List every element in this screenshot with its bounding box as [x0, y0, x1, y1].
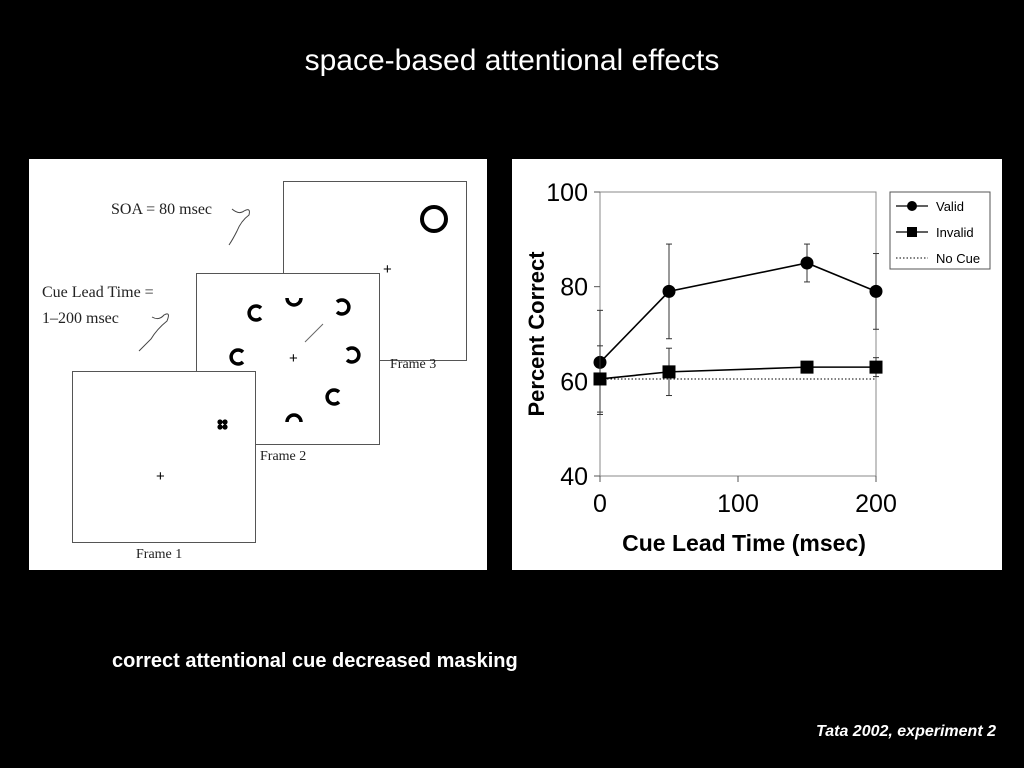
fixation-cross: + — [289, 350, 298, 367]
cue-lead-label-line1: Cue Lead Time = — [42, 284, 154, 301]
slide-title: space-based attentional effects — [304, 44, 720, 77]
data-point-invalid — [662, 365, 676, 379]
frame-1-label: Frame 1 — [136, 547, 183, 562]
trial-sequence-diagram: + + + SOA = 80 msec Cue Lead — [29, 159, 487, 570]
data-point-valid — [869, 284, 883, 298]
chart-panel: Percent Correct Cue Lead Time (msec) 40 6… — [512, 159, 1002, 570]
citation: Tata 2002, experiment 2 — [816, 723, 996, 740]
frame-2-label: Frame 2 — [260, 449, 307, 464]
series-line-invalid — [599, 366, 876, 380]
y-tick-label: 100 — [546, 179, 588, 207]
data-point-valid — [800, 256, 814, 270]
x-axis-title: Cue Lead Time (msec) — [622, 530, 866, 556]
data-point-valid — [662, 284, 676, 298]
legend-marker-invalid — [907, 227, 917, 237]
frame-1: + — [72, 371, 256, 543]
frame-3-label: Frame 3 — [390, 357, 437, 372]
series-line-valid — [599, 262, 877, 363]
line-chart: Percent Correct Cue Lead Time (msec) 40 6… — [524, 179, 991, 556]
legend: Valid Invalid No Cue — [889, 191, 991, 270]
data-point-invalid — [800, 360, 814, 374]
slide-caption: correct attentional cue decreased maskin… — [112, 650, 518, 672]
legend-label-valid: Valid — [936, 199, 964, 214]
y-tick-label: 40 — [560, 463, 588, 491]
legend-label-invalid: Invalid — [936, 225, 974, 240]
x-tick-label: 0 — [593, 490, 607, 518]
data-point-invalid — [869, 360, 883, 374]
cue-dots-icon — [217, 419, 228, 430]
brace-connectors — [138, 208, 250, 352]
legend-marker-valid — [907, 201, 917, 211]
plot-area — [599, 191, 877, 477]
cue-lead-label-line2: 1–200 msec — [42, 310, 119, 327]
fixation-cross: + — [383, 261, 392, 278]
y-axis-title: Percent Correct — [524, 251, 549, 417]
landolt-c-array — [229, 297, 361, 423]
y-tick-label: 60 — [560, 368, 588, 396]
soa-label: SOA = 80 msec — [111, 201, 213, 218]
x-tick-label: 100 — [717, 490, 759, 518]
x-tick-label: 200 — [855, 490, 897, 518]
y-tick-label: 80 — [560, 274, 588, 302]
target-ring-icon — [420, 205, 448, 233]
legend-label-no-cue: No Cue — [936, 251, 980, 266]
fixation-cross: + — [156, 468, 165, 485]
